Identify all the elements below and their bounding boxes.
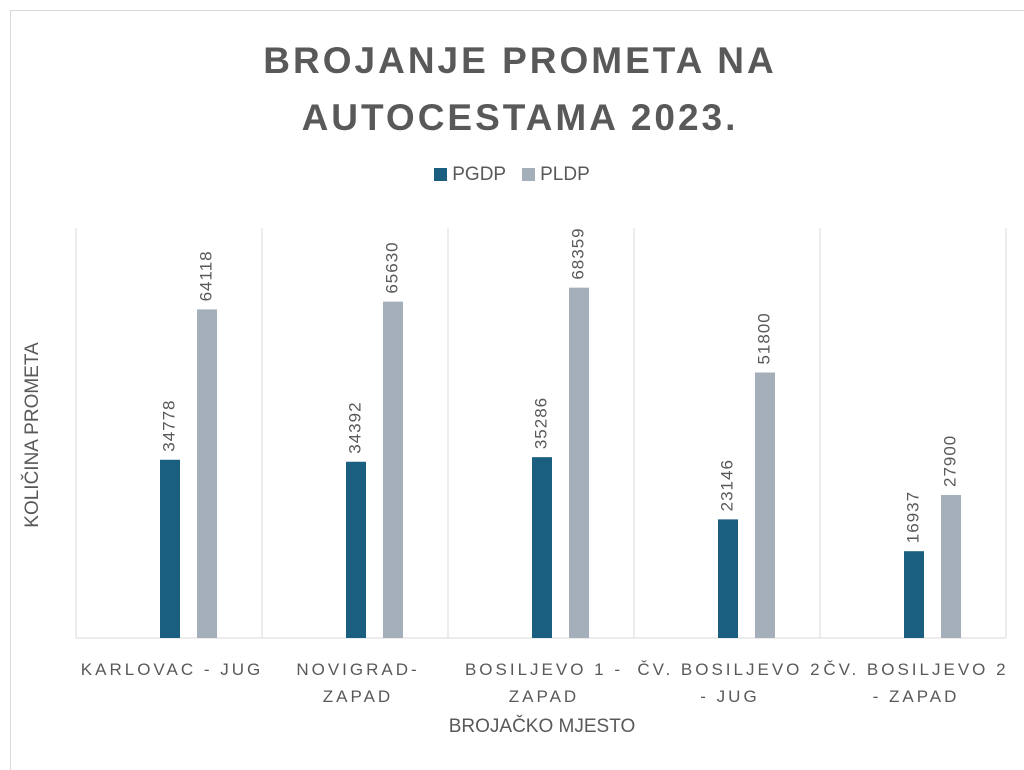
data-label: 64118 <box>196 250 215 301</box>
bar <box>160 459 180 638</box>
data-label: 23146 <box>717 459 736 511</box>
bar <box>532 457 552 638</box>
y-axis-label: KOLIČINA PROMETA <box>22 342 43 528</box>
x-axis-label: BROJAČKO MJESTO <box>448 716 636 737</box>
x-tick-label: ČV. BOSILJEVO 2 - ZAPAD <box>823 660 1009 706</box>
legend-label: PLDP <box>540 164 590 185</box>
x-tick-label: ČV. BOSILJEVO 2 - JUG <box>637 660 823 706</box>
legend: PGDP PLDP <box>0 164 1024 186</box>
bar <box>383 301 403 638</box>
data-label: 27900 <box>940 435 959 487</box>
data-label: 51800 <box>754 312 773 364</box>
x-tick-label: KARLOVAC - JUG <box>80 660 264 679</box>
legend-item: PGDP <box>434 164 506 186</box>
bar <box>346 461 366 638</box>
data-label: 68359 <box>568 227 587 279</box>
legend-swatch <box>434 168 448 181</box>
bar <box>904 551 924 638</box>
data-label: 35286 <box>531 397 550 449</box>
chart-border <box>10 10 1024 770</box>
data-label: 34778 <box>159 399 178 451</box>
bar <box>941 495 961 638</box>
x-tick-label: NOVIGRAD-ZAPAD <box>296 660 420 706</box>
bar <box>569 287 589 638</box>
legend-item: PLDP <box>522 164 590 186</box>
bar <box>197 309 217 638</box>
bar <box>755 372 775 638</box>
legend-swatch <box>522 168 536 181</box>
legend-label: PGDP <box>452 164 507 185</box>
data-label: 16937 <box>903 491 922 543</box>
chart-title: BROJANJE PROMETA NA AUTOCESTAMA 2023. <box>263 40 777 138</box>
x-tick-label: BOSILJEVO 1 - ZAPAD <box>464 660 624 706</box>
data-label: 34392 <box>345 401 364 453</box>
bar <box>718 519 738 638</box>
data-label: 65630 <box>382 241 401 293</box>
